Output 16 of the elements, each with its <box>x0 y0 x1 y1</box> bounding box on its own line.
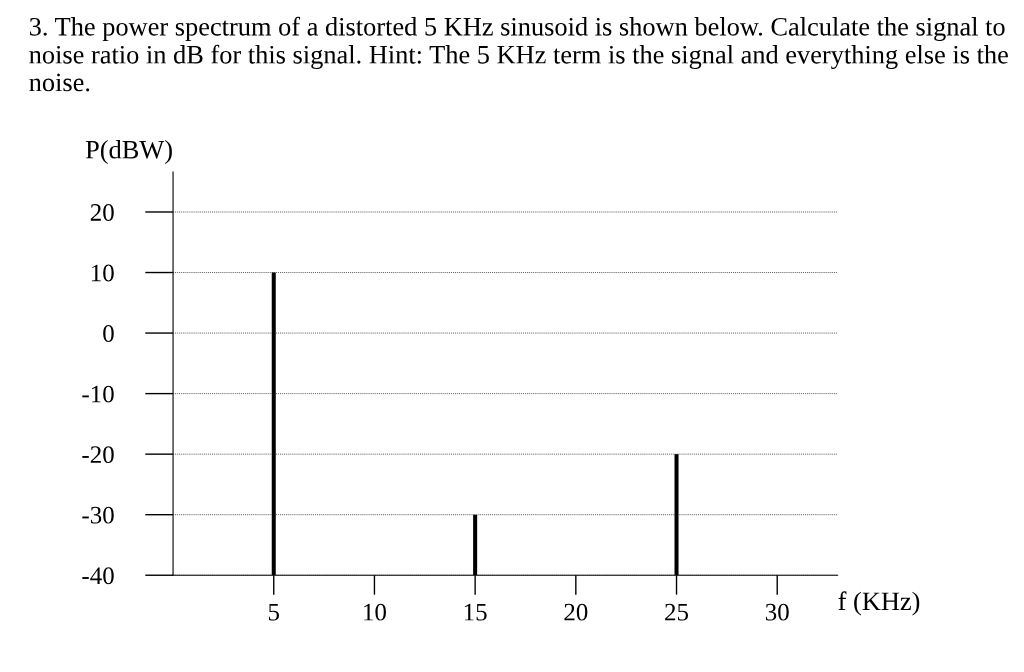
x-tick-label: 25 <box>665 603 689 621</box>
y-tick-label: -40 <box>82 567 114 585</box>
y-tick-label: 10 <box>91 264 114 282</box>
x-tick-label: 10 <box>364 603 386 621</box>
y-axis-title: P(dBW) <box>85 140 172 164</box>
y-tick-label: -20 <box>82 446 114 464</box>
y-tick-label: -10 <box>82 385 114 403</box>
x-tick-label: 30 <box>765 603 789 621</box>
x-tick-label: 5 <box>268 603 280 621</box>
y-tick-label: -30 <box>82 506 114 524</box>
chart-title: 3. The power spectrum of a distorted 5 KHz sinusoid is shown below. Calculate the signal to noise ratio in dB for this signal. Hint: The 5 KHz term is the signal and everything else is the noise. <box>29 16 1008 92</box>
x-tick-label: 15 <box>464 603 487 621</box>
y-tick-label: 0 <box>103 325 114 342</box>
y-tick-label: 20 <box>90 204 114 221</box>
x-axis-title: f (KHz) <box>838 591 920 616</box>
x-tick-label: 20 <box>564 603 588 621</box>
